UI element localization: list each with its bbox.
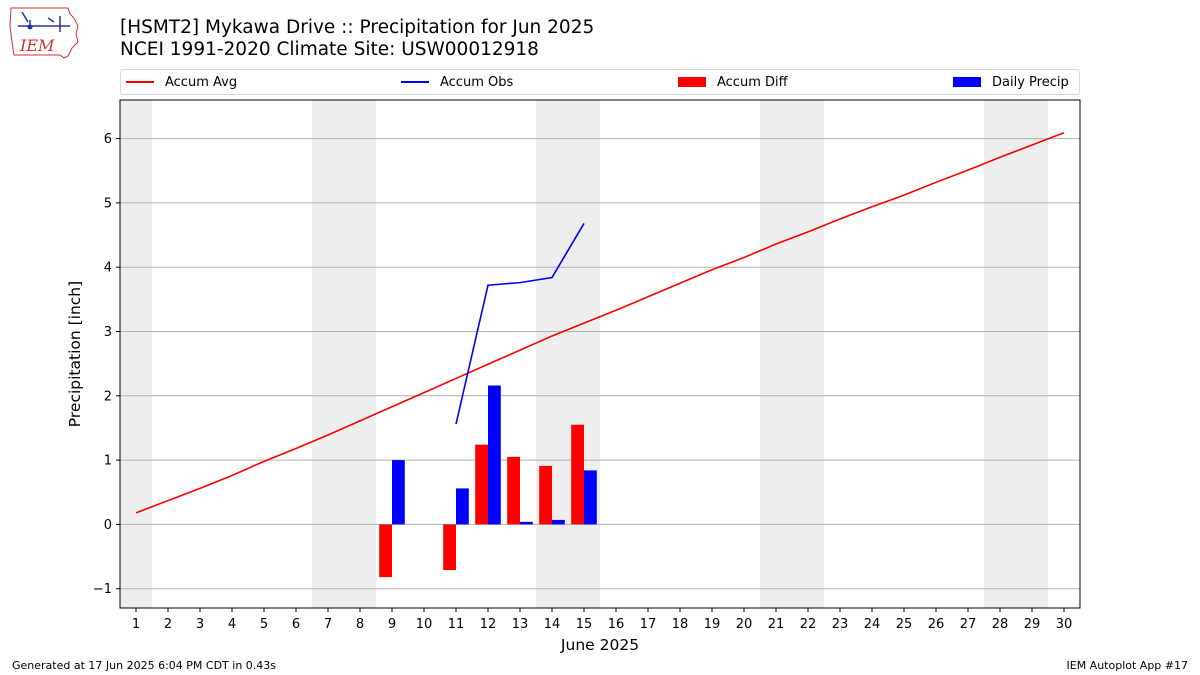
accum-avg-series [135,132,1065,514]
weekend-band-day-8 [344,100,376,608]
y-tick-label: 4 [104,261,112,276]
weekend-band-day-28 [984,100,1016,608]
weekend-band-day-7 [312,100,344,608]
accum-obs-line [455,223,585,425]
accum-diff-bar-day-11 [443,524,456,571]
y-axis-label: Precipitation [inch] [66,281,84,427]
weekend-band-day-15 [568,100,600,608]
daily-precip-bar-day-11 [456,488,469,525]
weekend-band-day-1 [120,100,152,608]
y-tick-label: 5 [104,196,112,211]
chart-title-line1: [HSMT2] Mykawa Drive :: Precipitation fo… [120,17,595,38]
daily-precip-bar-day-13 [520,521,533,525]
x-tick-label: 8 [356,617,364,632]
x-tick-label: 25 [896,617,913,632]
y-tick-label: 2 [104,389,112,404]
x-tick-label: 3 [196,617,204,632]
x-tick-label: 26 [928,617,945,632]
accum-diff-bar-day-9 [379,524,392,578]
x-tick-label: 2 [164,617,172,632]
x-tick-label: 19 [704,617,721,632]
x-tick-label: 1 [132,617,140,632]
plot-frame [119,99,1081,609]
x-axis-label: June 2025 [560,636,639,654]
x-tick-label: 6 [292,617,300,632]
weekend-band-day-14 [536,100,568,608]
legend-item-daily-precip: Daily Precip [953,70,1069,94]
daily-precip-bar-day-9 [392,460,405,525]
accum-avg-line [135,132,1065,514]
y-axis-ticks: −1 0 1 2 3 4 5 6 [93,132,120,597]
legend-swatch-accum-diff [678,77,706,87]
iowa-state-outline [9,7,79,59]
iem-logo: IEM [9,7,79,59]
weekend-band-day-29 [1016,100,1048,608]
x-tick-label: 10 [416,617,433,632]
x-tick-label: 23 [832,617,849,632]
accum-diff-bars [379,424,584,578]
x-tick-label: 15 [576,617,593,632]
x-tick-label: 13 [512,617,529,632]
legend-swatch-daily-precip [953,77,981,87]
accum-diff-bar-day-13 [507,456,520,525]
weather-station-icon [18,11,70,32]
x-tick-label: 18 [672,617,689,632]
legend-swatch-accum-avg [126,81,154,83]
x-tick-label: 11 [448,617,465,632]
x-tick-label: 7 [324,617,332,632]
x-tick-label: 28 [992,617,1009,632]
weekend-bands [120,100,1048,608]
logo-text: IEM [19,36,55,55]
daily-precip-bar-day-14 [552,519,565,525]
x-tick-label: 30 [1056,617,1073,632]
y-tick-label: 3 [104,325,112,340]
x-tick-label: 14 [544,617,561,632]
x-tick-label: 5 [260,617,268,632]
legend-label-daily-precip: Daily Precip [992,74,1069,90]
x-axis-ticks: 1 2 3 4 5 6 7 8 9 10 11 12 13 14 15 16 17 18 19 20 21 22 23 24 2… [132,608,1072,632]
legend-swatch-accum-obs [401,81,429,83]
legend-label-accum-obs: Accum Obs [440,74,514,90]
weekend-band-day-22 [792,100,824,608]
legend-label-accum-diff: Accum Diff [717,74,788,90]
y-tick-label: 1 [104,454,112,469]
accum-diff-bar-day-15 [571,424,584,525]
x-tick-label: 12 [480,617,497,632]
footer-app: IEM Autoplot App #17 [1066,659,1189,672]
legend-item-accum-avg: Accum Avg [126,70,237,94]
daily-precip-bar-day-15 [584,470,597,525]
weekend-band-day-21 [760,100,792,608]
x-tick-label: 9 [388,617,396,632]
y-tick-label: 0 [104,518,112,533]
y-gridlines [120,138,1080,590]
accum-obs-series [455,223,585,425]
x-tick-label: 22 [800,617,817,632]
chart-title-line2: NCEI 1991-2020 Climate Site: USW00012918 [120,39,539,60]
y-tick-label: 6 [104,132,112,147]
x-tick-label: 4 [228,617,236,632]
accum-diff-bar-day-14 [539,465,552,525]
accum-diff-bar-day-12 [475,444,488,525]
x-tick-label: 20 [736,617,753,632]
legend-item-accum-diff: Accum Diff [678,70,788,94]
footer-generated: Generated at 17 Jun 2025 6:04 PM CDT in … [12,659,277,672]
x-tick-label: 27 [960,617,977,632]
chart-title: [HSMT2] Mykawa Drive :: Precipitation fo… [120,17,594,61]
x-tick-label: 17 [640,617,657,632]
x-tick-label: 24 [864,617,881,632]
legend-item-accum-obs: Accum Obs [401,70,513,94]
x-tick-label: 29 [1024,617,1041,632]
daily-precip-bar-day-12 [488,385,501,525]
chart-legend: Accum Avg Accum Obs Accum Diff Daily Pre… [120,69,1080,95]
station-dot-icon [27,24,33,30]
legend-label-accum-avg: Accum Avg [165,74,238,90]
x-tick-label: 21 [768,617,785,632]
x-tick-label: 16 [608,617,625,632]
daily-precip-bars [392,385,597,525]
y-tick-label: −1 [93,582,112,597]
